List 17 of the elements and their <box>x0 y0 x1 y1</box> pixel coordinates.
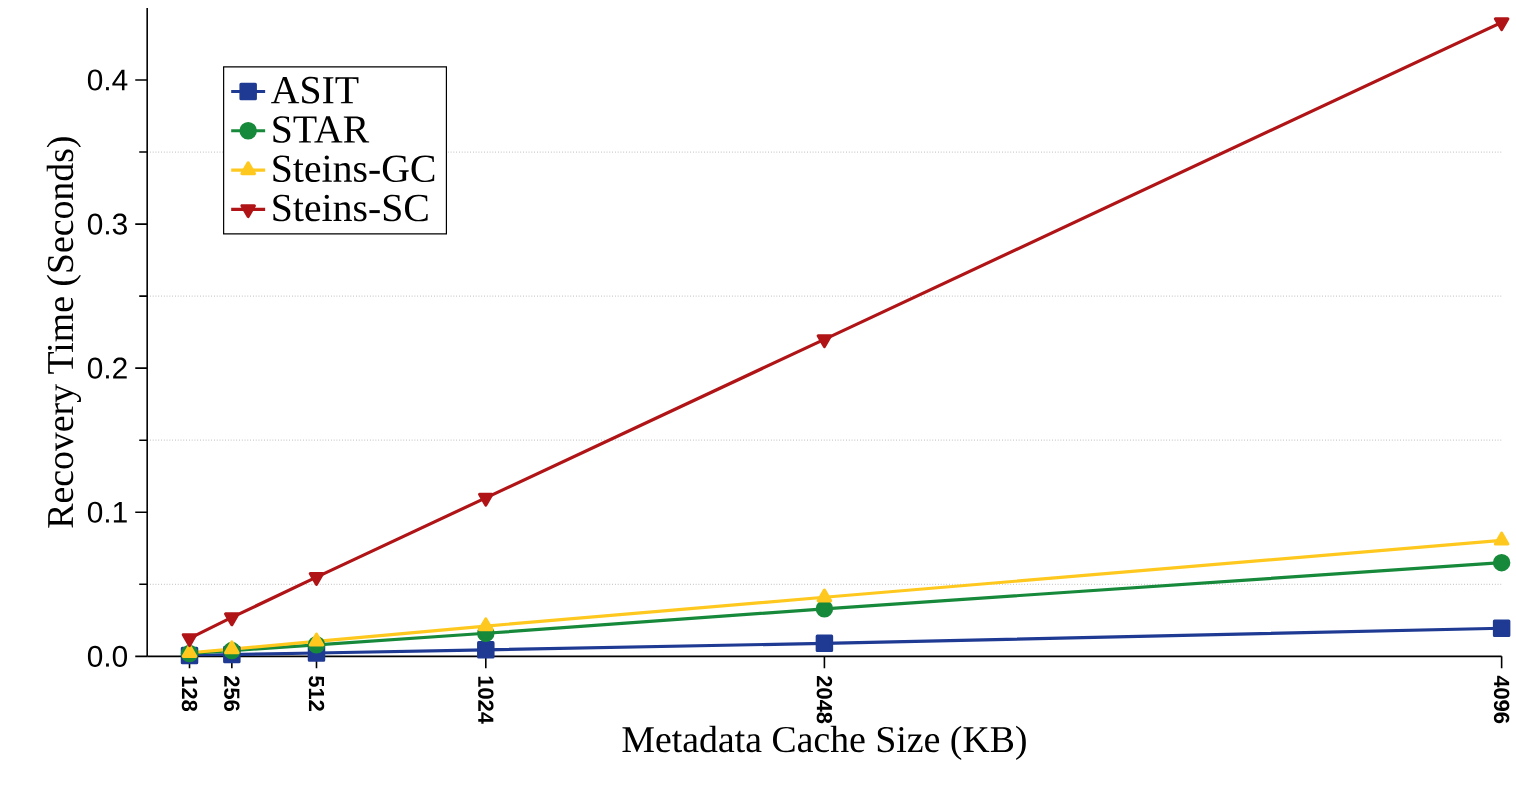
x-tick-label: 2048 <box>816 676 833 724</box>
y-tick-label: 0.2 <box>87 357 127 379</box>
y-axis-title: Recovery Time (Seconds) <box>46 137 82 528</box>
legend-label: ASIT <box>271 77 359 104</box>
x-tick-label: 128 <box>181 676 198 712</box>
x-tick-label: 512 <box>308 676 325 712</box>
y-tick-label: 0.1 <box>87 501 127 524</box>
x-tick-label: 1024 <box>478 676 494 725</box>
y-tick-label: 0.3 <box>87 213 127 235</box>
y-tick-label: 0.4 <box>87 69 128 91</box>
x-tick-label: 4096 <box>1493 675 1510 724</box>
legend-label: Steins-SC <box>273 194 428 222</box>
y-tick-label: 0.0 <box>87 645 128 668</box>
x-axis-title: Metadata Cache Size (KB) <box>622 725 1026 761</box>
x-tick-label: 256 <box>224 676 240 712</box>
legend-label: STAR <box>273 116 370 144</box>
legend-label: Steins-GC <box>273 155 435 183</box>
